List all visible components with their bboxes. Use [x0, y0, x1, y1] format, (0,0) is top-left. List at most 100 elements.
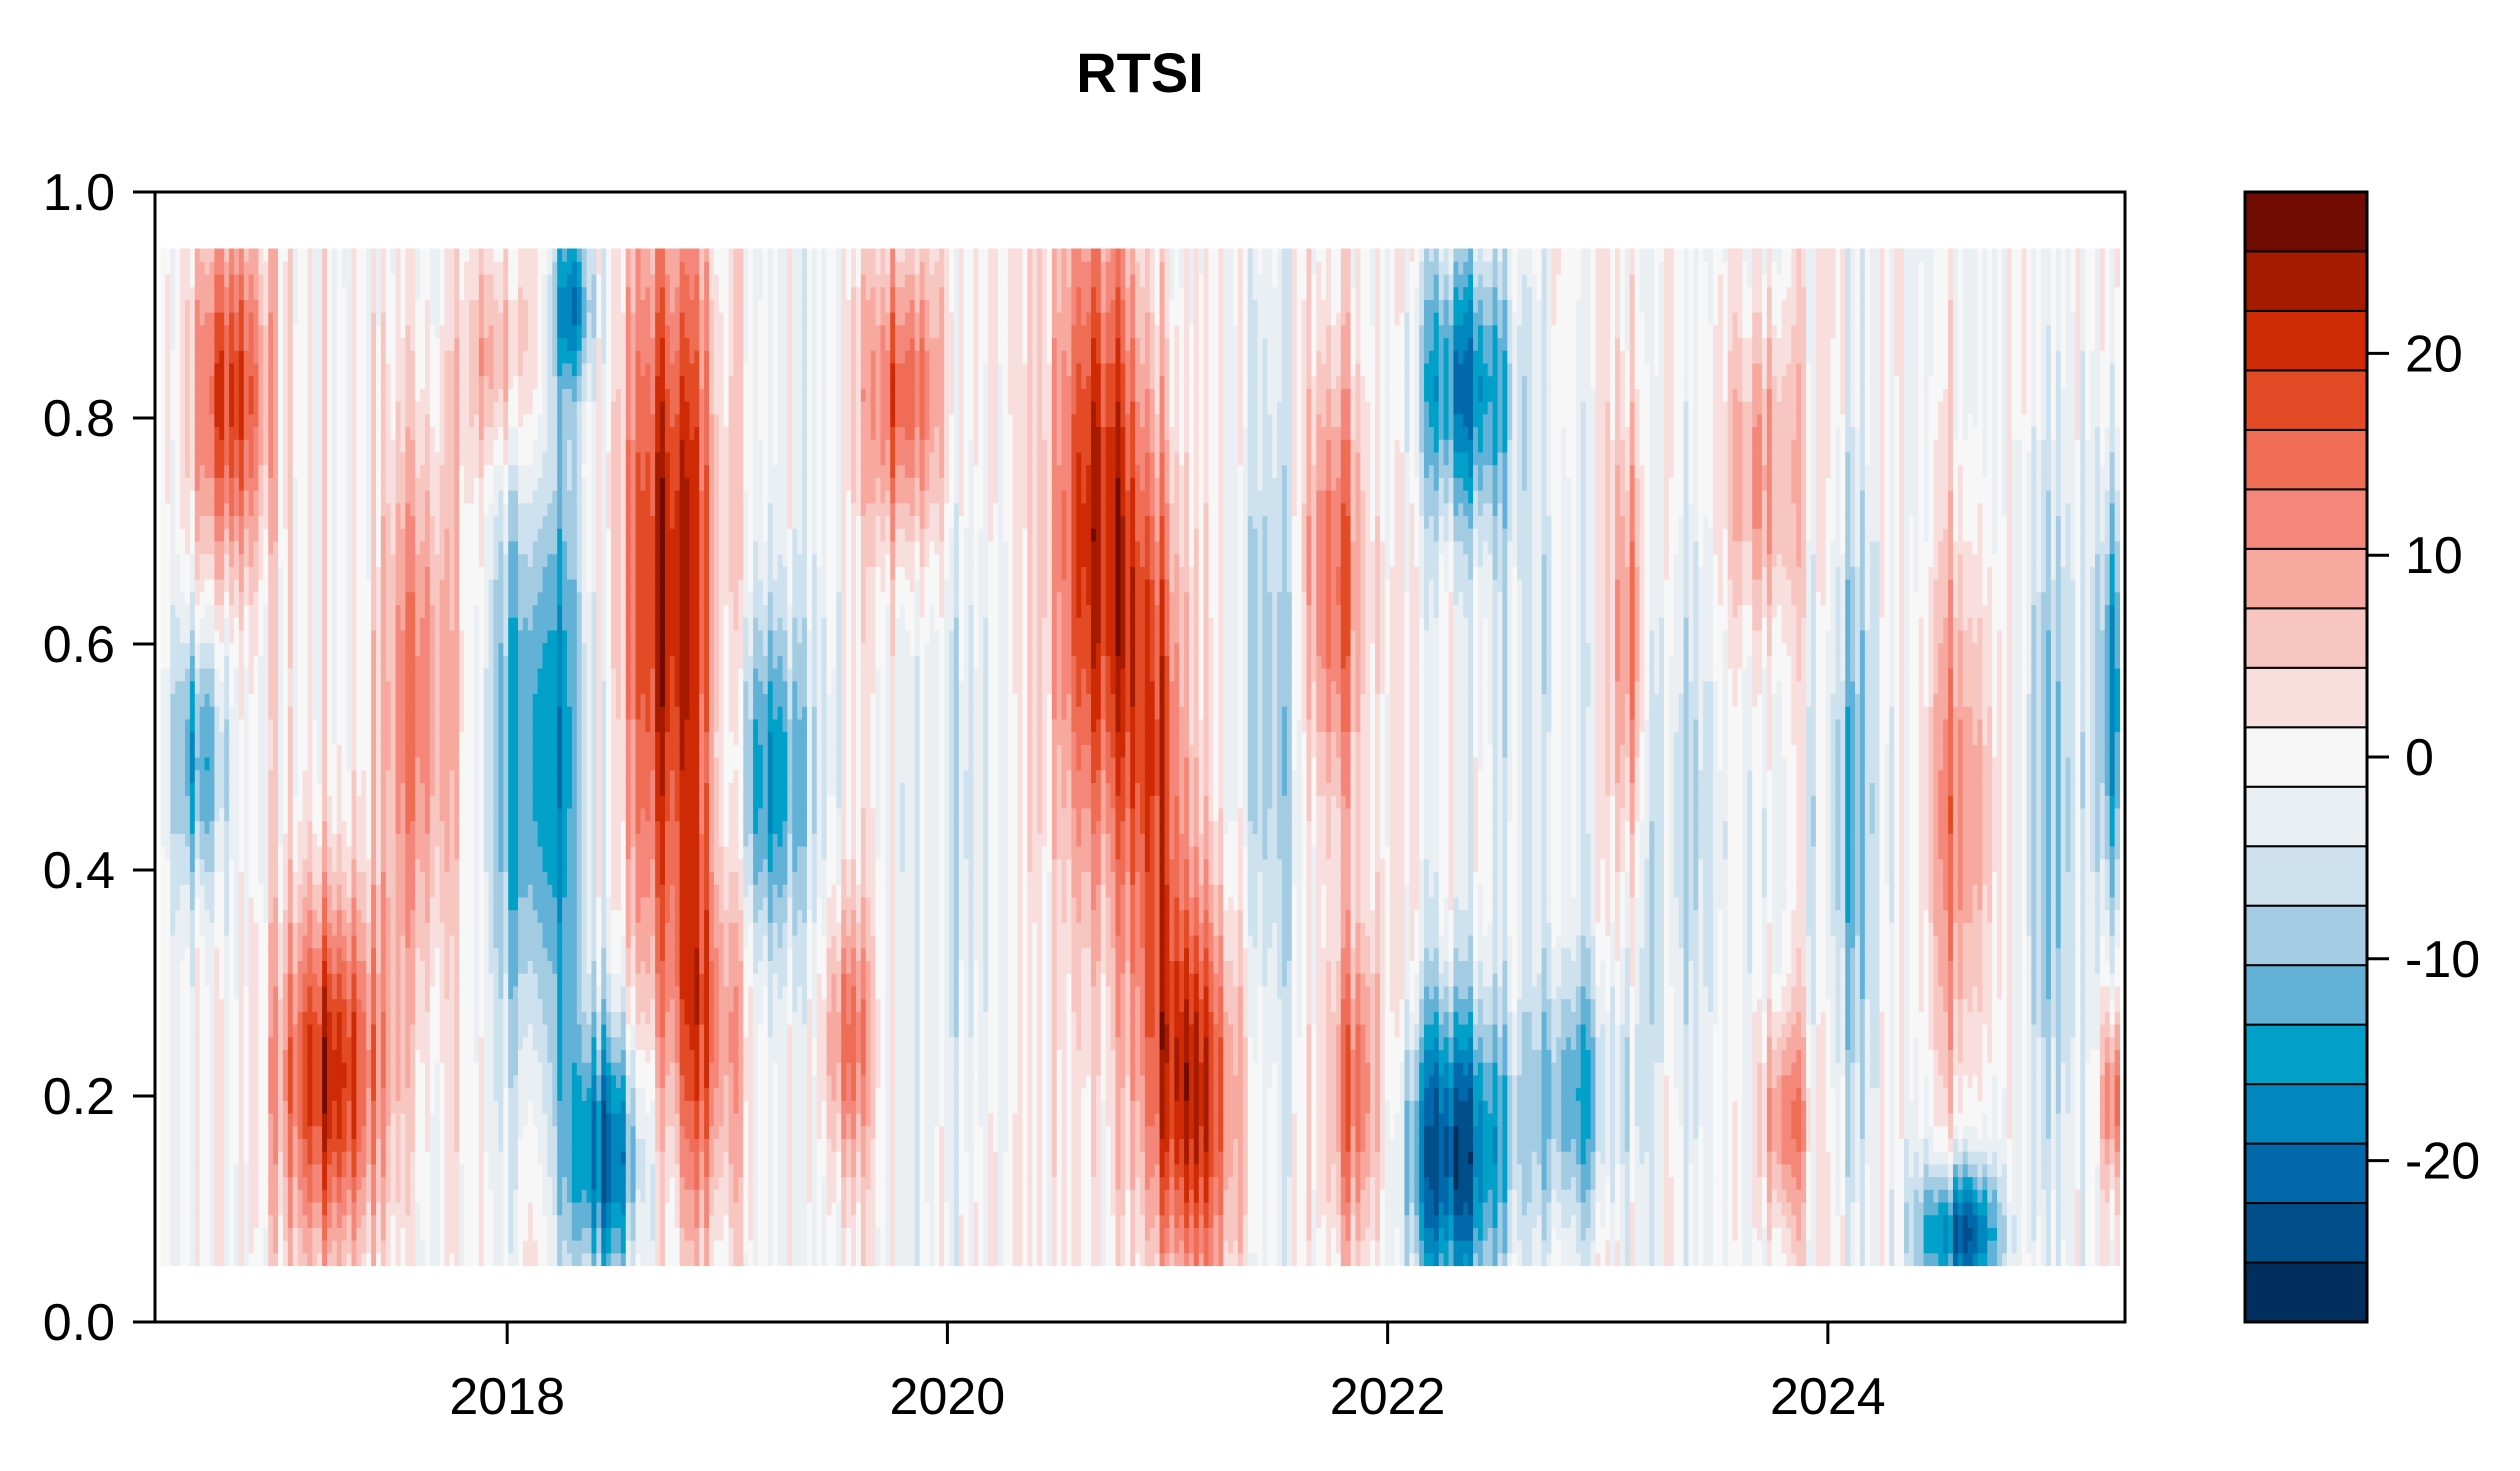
heatmap-cell: [381, 579, 387, 592]
heatmap-cell: [175, 960, 181, 973]
heatmap-cell: [376, 1113, 382, 1126]
heatmap-cell: [400, 1189, 406, 1202]
heatmap-cell: [273, 249, 279, 262]
heatmap-cell: [205, 515, 211, 528]
heatmap-cell: [347, 388, 353, 401]
heatmap-cell: [249, 757, 255, 770]
heatmap-cell: [219, 1024, 225, 1037]
heatmap-cell: [337, 922, 343, 935]
heatmap-cell: [386, 1240, 392, 1253]
heatmap-cell: [205, 337, 211, 350]
heatmap-cell: [200, 1062, 206, 1075]
heatmap-cell: [161, 249, 167, 262]
heatmap-cell: [288, 1240, 294, 1253]
heatmap-cell: [200, 833, 206, 846]
heatmap-cell: [337, 1049, 343, 1062]
heatmap-cell: [298, 528, 304, 541]
heatmap-cell: [376, 948, 382, 961]
heatmap-cell: [303, 1088, 309, 1101]
heatmap-cell: [371, 1138, 377, 1151]
heatmap-cell: [239, 477, 245, 490]
heatmap-cell: [337, 960, 343, 973]
heatmap-cell: [396, 935, 402, 948]
heatmap-cell: [391, 1011, 397, 1024]
heatmap-cell: [317, 566, 323, 579]
heatmap-cell: [322, 592, 328, 605]
heatmap-cell: [161, 744, 167, 757]
heatmap-cell: [342, 948, 348, 961]
heatmap-cell: [342, 439, 348, 452]
heatmap-cell: [298, 1202, 304, 1215]
heatmap-cell: [415, 1113, 421, 1126]
heatmap-cell: [209, 604, 215, 617]
heatmap-cell: [205, 1189, 211, 1202]
heatmap-cell: [361, 846, 367, 859]
heatmap-cell: [430, 719, 436, 732]
heatmap-cell: [219, 719, 225, 732]
heatmap-cell: [180, 960, 186, 973]
heatmap-cell: [371, 579, 377, 592]
heatmap-cell: [190, 1126, 196, 1139]
heatmap-cell: [396, 1049, 402, 1062]
heatmap-cell: [161, 490, 167, 503]
heatmap-cell: [170, 1100, 176, 1113]
heatmap-cell: [268, 1024, 274, 1037]
heatmap-cell: [410, 337, 416, 350]
heatmap-cell: [347, 1024, 353, 1037]
heatmap-cell: [175, 1024, 181, 1037]
heatmap-cell: [371, 821, 377, 834]
heatmap-cell: [337, 833, 343, 846]
heatmap-cell: [205, 1215, 211, 1228]
heatmap-cell: [239, 897, 245, 910]
heatmap-cell: [219, 592, 225, 605]
heatmap-cell: [342, 693, 348, 706]
heatmap-cell: [356, 1113, 362, 1126]
heatmap-cell: [278, 1126, 284, 1139]
heatmap-cell: [161, 388, 167, 401]
heatmap-cell: [195, 592, 201, 605]
heatmap-cell: [214, 1253, 220, 1266]
heatmap-cell: [317, 325, 323, 338]
heatmap-cell: [229, 1037, 235, 1050]
heatmap-cell: [209, 299, 215, 312]
heatmap-cell: [185, 490, 191, 503]
heatmap-cell: [298, 757, 304, 770]
heatmap-cell: [307, 426, 313, 439]
heatmap-cell: [249, 630, 255, 643]
heatmap-cell: [337, 630, 343, 643]
heatmap-cell: [337, 363, 343, 376]
heatmap-cell: [342, 884, 348, 897]
heatmap-cell: [376, 1151, 382, 1164]
heatmap-cell: [376, 1240, 382, 1253]
heatmap-cell: [278, 274, 284, 287]
heatmap-cell: [214, 910, 220, 923]
heatmap-cell: [312, 325, 318, 338]
heatmap-cell: [254, 668, 260, 681]
heatmap-cell: [361, 401, 367, 414]
heatmap-cell: [170, 274, 176, 287]
heatmap-cell: [337, 1151, 343, 1164]
heatmap-cell: [371, 693, 377, 706]
heatmap-cell: [425, 554, 431, 567]
heatmap-cell: [278, 846, 284, 859]
heatmap-cell: [205, 681, 211, 694]
heatmap-cell: [200, 312, 206, 325]
heatmap-cell: [327, 1253, 333, 1266]
heatmap-cell: [283, 833, 289, 846]
heatmap-cell: [366, 719, 372, 732]
heatmap-cell: [249, 1138, 255, 1151]
heatmap-cell: [410, 1011, 416, 1024]
heatmap-cell: [170, 910, 176, 923]
heatmap-cell: [273, 401, 279, 414]
heatmap-cell: [381, 681, 387, 694]
heatmap-cell: [249, 1075, 255, 1088]
heatmap-cell: [200, 681, 206, 694]
heatmap-cell: [205, 668, 211, 681]
heatmap-cell: [400, 922, 406, 935]
heatmap-cell: [405, 910, 411, 923]
heatmap-cell: [371, 846, 377, 859]
heatmap-cell: [263, 465, 269, 478]
heatmap-cell: [425, 808, 431, 821]
heatmap-cell: [185, 1126, 191, 1139]
heatmap-cell: [273, 604, 279, 617]
